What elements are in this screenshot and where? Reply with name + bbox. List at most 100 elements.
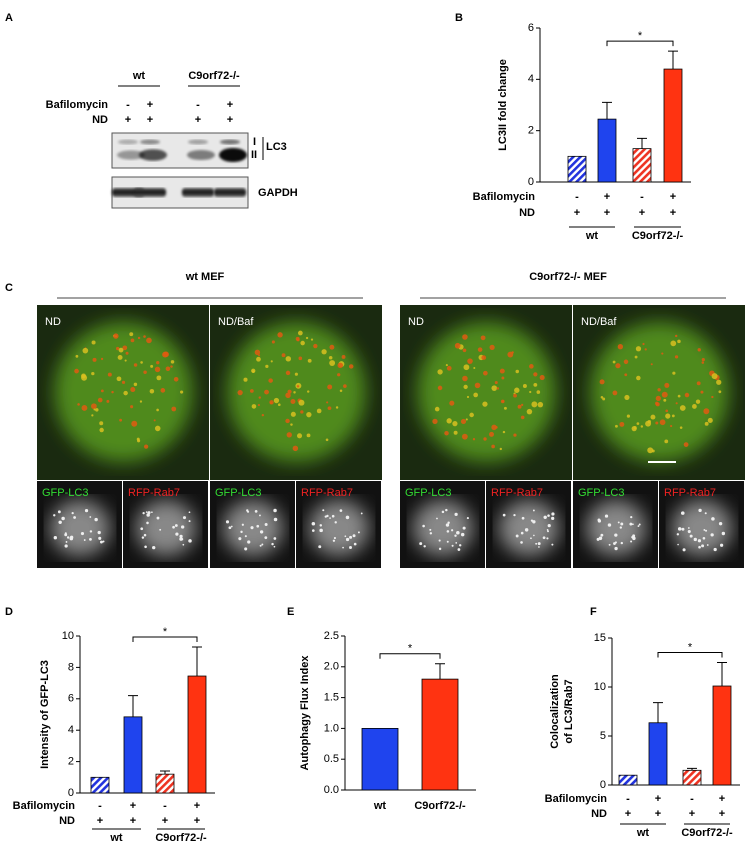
channel-puncta (230, 525, 233, 528)
channel-puncta (677, 527, 682, 531)
condition-label: ND (519, 207, 535, 219)
puncta (515, 369, 519, 374)
y-tick-label: 6 (68, 693, 74, 705)
puncta (281, 353, 286, 358)
channel-puncta (704, 512, 707, 515)
condition-mark: + (130, 800, 136, 812)
channel-puncta (466, 517, 469, 520)
channel-puncta (719, 543, 724, 547)
y-axis-label: Colocalization (549, 674, 561, 749)
puncta (463, 364, 470, 371)
puncta (81, 374, 88, 381)
puncta (480, 335, 486, 341)
channel-cell (498, 500, 560, 556)
channel-puncta (84, 509, 89, 513)
channel-puncta (175, 532, 179, 536)
puncta (444, 430, 449, 436)
channel-puncta (244, 535, 247, 538)
condition-label: Bafilomycin (46, 99, 109, 111)
puncta (122, 345, 128, 351)
channel-puncta (172, 525, 175, 529)
channel-label: GFP-LC3 (405, 487, 451, 499)
error-bar (128, 695, 138, 717)
puncta (500, 399, 505, 404)
puncta (307, 358, 312, 363)
channel-puncta (677, 543, 679, 546)
puncta (290, 411, 296, 417)
y-tick-label: 10 (62, 630, 74, 642)
puncta (286, 432, 292, 438)
channel-puncta (357, 531, 360, 534)
bar (618, 774, 638, 786)
micro-title: C9orf72-/- MEF (529, 271, 607, 283)
puncta (251, 404, 257, 409)
condition-mark: + (670, 207, 676, 219)
channel-puncta (638, 523, 641, 526)
channel-puncta (246, 510, 250, 513)
band (118, 139, 138, 145)
puncta (162, 351, 169, 358)
channel-puncta (608, 543, 611, 546)
puncta (452, 421, 458, 427)
channel-puncta (360, 512, 363, 515)
panel-label: D (5, 606, 13, 618)
puncta (491, 444, 495, 449)
channel-puncta (97, 530, 101, 535)
puncta (716, 379, 722, 385)
channel-puncta (429, 532, 433, 535)
puncta (529, 364, 534, 369)
puncta (469, 412, 474, 418)
channel-puncta (613, 542, 616, 545)
puncta (599, 379, 605, 385)
panel-label: C (5, 282, 13, 294)
puncta (665, 413, 671, 419)
channel-puncta (515, 534, 519, 538)
puncta (254, 349, 261, 356)
channel-puncta (188, 511, 191, 514)
puncta (626, 414, 631, 418)
channel-puncta (319, 524, 323, 527)
channel-label: GFP-LC3 (42, 487, 88, 499)
channel-puncta (630, 516, 633, 519)
puncta (692, 404, 697, 409)
puncta (173, 376, 179, 382)
channel-puncta (159, 528, 162, 531)
bar (567, 155, 587, 183)
channel-puncta (681, 527, 685, 531)
y-tick-label: 15 (594, 632, 606, 644)
channel-puncta (521, 516, 525, 520)
puncta (664, 382, 670, 388)
puncta (711, 373, 718, 380)
channel-puncta (698, 508, 702, 513)
puncta (670, 340, 677, 347)
puncta (91, 414, 94, 417)
channel-cell (308, 500, 370, 556)
puncta (293, 391, 296, 394)
channel-puncta (94, 517, 98, 522)
puncta (100, 389, 104, 393)
y-axis-label: LC3II fold change (497, 59, 509, 151)
cell-body (590, 322, 729, 462)
channel-puncta (422, 524, 425, 528)
puncta (261, 413, 265, 417)
puncta (316, 408, 322, 414)
band (134, 188, 166, 197)
channel-puncta (73, 516, 76, 519)
condition-mark: + (670, 191, 676, 203)
puncta (434, 406, 440, 412)
puncta (329, 360, 336, 366)
channel-puncta (247, 540, 251, 544)
channel-puncta (241, 523, 244, 526)
puncta (615, 363, 621, 369)
puncta (718, 390, 722, 394)
puncta (489, 344, 495, 350)
micrograph-label: ND (408, 316, 424, 328)
puncta (300, 340, 305, 346)
channel-puncta (446, 530, 450, 533)
condition-mark: + (625, 808, 631, 820)
puncta (285, 418, 290, 424)
x-tick-label: wt (373, 800, 387, 812)
puncta (521, 403, 524, 406)
condition-mark: - (126, 99, 130, 111)
channel-puncta (142, 512, 145, 515)
